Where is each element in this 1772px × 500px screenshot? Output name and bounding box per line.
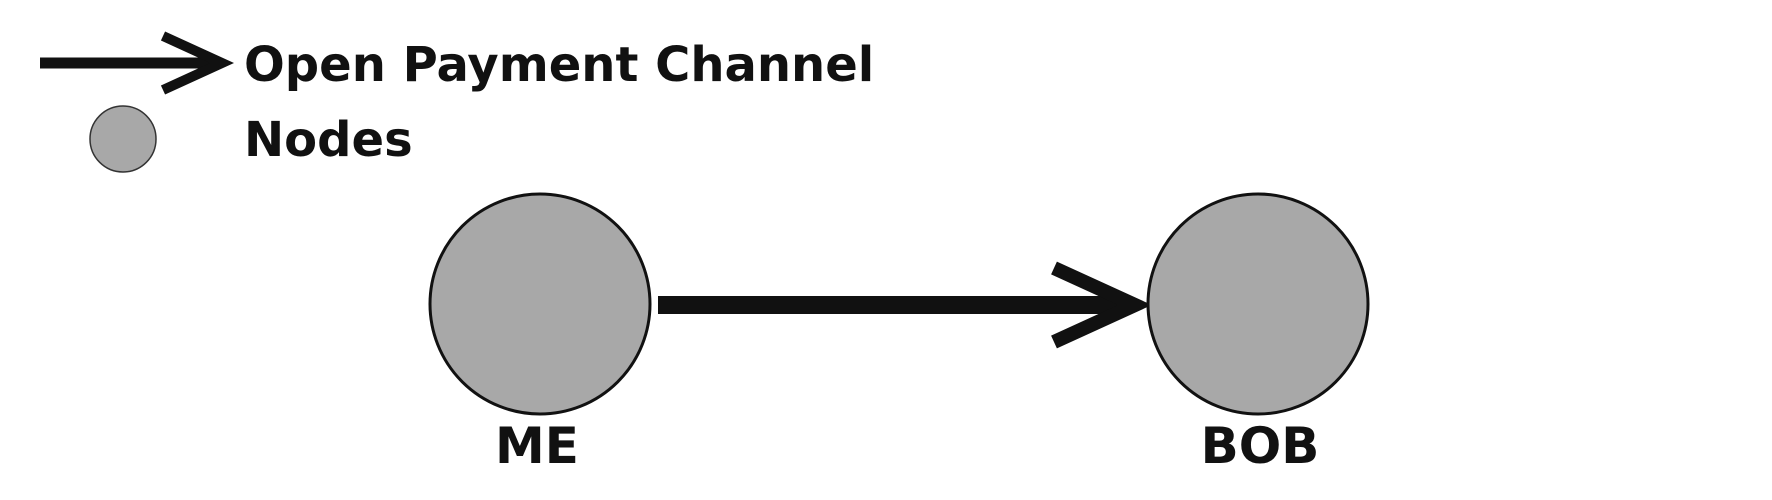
legend-node-label: Nodes xyxy=(244,112,413,168)
node-me: ME xyxy=(428,192,652,475)
node-bob-circle xyxy=(1146,192,1370,416)
edge-open-payment-channel xyxy=(658,261,1152,349)
node-me-circle xyxy=(428,192,652,416)
node-bob: BOB xyxy=(1146,192,1370,475)
arrowhead-icon xyxy=(1051,261,1152,349)
node-me-label: ME xyxy=(495,417,579,475)
arrow-right-icon xyxy=(40,31,235,95)
legend-channel-label: Open Payment Channel xyxy=(244,37,874,93)
circle-node-icon xyxy=(89,105,157,173)
legend-channel-item: Open Payment Channel xyxy=(40,31,874,95)
node-bob-label: BOB xyxy=(1201,417,1320,475)
legend-node-item: Nodes xyxy=(89,105,413,173)
